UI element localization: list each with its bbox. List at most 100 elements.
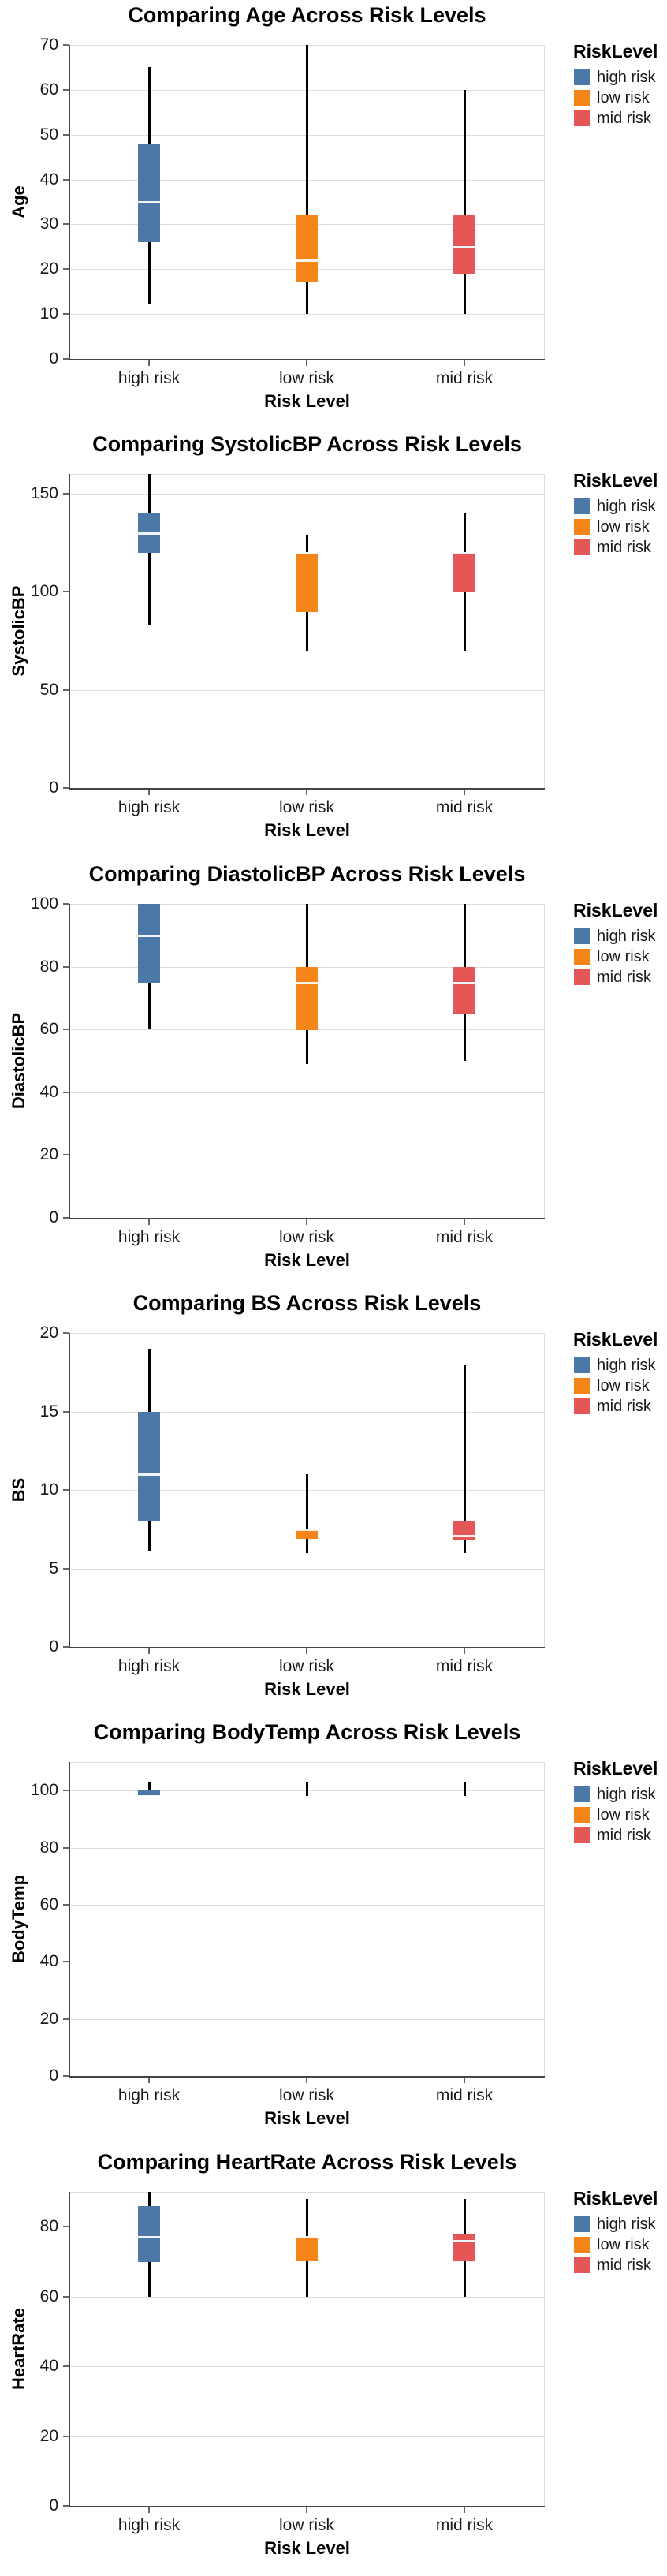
x-tick xyxy=(464,2507,465,2513)
box-high-risk xyxy=(138,1790,160,1796)
x-tick-label: high risk xyxy=(117,1657,181,1675)
median-mid-risk xyxy=(453,551,475,554)
y-axis-line xyxy=(69,904,70,1219)
x-axis-title: Risk Level xyxy=(264,2108,350,2128)
median-high-risk xyxy=(138,532,160,535)
legend-swatch-mid-risk xyxy=(574,1827,590,1843)
y-tick xyxy=(63,1411,69,1413)
y-tick xyxy=(63,689,69,691)
legend-swatch-low-risk xyxy=(574,519,590,535)
y-gridline xyxy=(71,1568,544,1570)
x-tick xyxy=(148,790,150,795)
x-tick-label: low risk xyxy=(278,798,334,816)
x-tick xyxy=(148,1648,150,1654)
median-low-risk xyxy=(296,259,318,262)
legend-swatch-high-risk xyxy=(574,498,590,514)
legend-swatch-high-risk xyxy=(574,69,590,85)
whisker-mid-risk xyxy=(464,1782,466,1796)
chart-title: Comparing SystolicBP Across Risk Levels xyxy=(92,432,522,456)
y-tick-label: 40 xyxy=(39,1952,58,1970)
y-tick-label: 20 xyxy=(39,2427,58,2445)
y-tick xyxy=(63,313,69,315)
y-gridline xyxy=(71,493,544,495)
y-tick xyxy=(63,1332,69,1334)
legend-label: mid risk xyxy=(597,1827,651,1844)
y-tick-label: 0 xyxy=(49,349,58,368)
y-tick-label: 150 xyxy=(30,484,58,502)
y-tick xyxy=(63,2365,69,2367)
y-tick xyxy=(63,1092,69,1093)
y-tick-label: 100 xyxy=(30,1781,58,1799)
x-axis-line xyxy=(69,1218,545,1219)
x-tick xyxy=(306,2507,307,2513)
legend-label: low risk xyxy=(597,89,650,106)
legend-label: high risk xyxy=(597,69,656,86)
median-high-risk xyxy=(138,1473,160,1476)
whisker-mid-risk xyxy=(464,1365,466,1553)
box-low-risk xyxy=(296,215,318,282)
legend-swatch-high-risk xyxy=(574,1786,590,1802)
y-tick xyxy=(63,787,69,789)
y-gridline xyxy=(71,1847,544,1849)
legend-title: RiskLevel xyxy=(573,2188,658,2208)
box-high-risk xyxy=(138,144,160,242)
x-tick xyxy=(464,1648,465,1654)
x-tick-label: mid risk xyxy=(435,798,494,816)
legend-swatch-mid-risk xyxy=(574,969,590,985)
legend-swatch-mid-risk xyxy=(574,1398,590,1414)
chart-systolicbp: Comparing SystolicBP Across Risk Levels 0… xyxy=(0,429,667,858)
y-axis-title: HeartRate xyxy=(9,2308,28,2390)
y-tick-label: 20 xyxy=(39,259,58,278)
x-tick-label: low risk xyxy=(278,369,334,387)
x-tick-label: low risk xyxy=(278,1228,334,1246)
y-tick xyxy=(63,1568,69,1570)
y-tick-label: 20 xyxy=(39,1323,58,1342)
legend-label: mid risk xyxy=(597,969,651,986)
chart-title: Comparing HeartRate Across Risk Levels xyxy=(97,2150,517,2174)
legend-label: low risk xyxy=(597,1806,650,1824)
y-tick xyxy=(63,903,69,905)
legend-label: low risk xyxy=(597,2236,650,2253)
x-tick xyxy=(464,790,465,795)
legend-label: mid risk xyxy=(597,1398,651,1415)
x-tick xyxy=(148,2507,150,2513)
y-axis-title: DiastolicBP xyxy=(9,1012,28,1110)
y-tick xyxy=(63,1154,69,1155)
y-gridline xyxy=(71,1332,544,1334)
y-tick xyxy=(63,493,69,495)
legend-title: RiskLevel xyxy=(573,1329,658,1350)
legend-label: high risk xyxy=(597,2216,656,2233)
y-tick-label: 15 xyxy=(39,1402,58,1421)
y-tick xyxy=(63,2018,69,2020)
x-tick xyxy=(464,2078,465,2083)
y-tick-label: 10 xyxy=(39,1480,58,1499)
y-tick xyxy=(63,89,69,91)
legend-swatch-mid-risk xyxy=(574,110,590,126)
y-gridline xyxy=(71,313,544,315)
x-tick xyxy=(306,790,307,795)
median-high-risk xyxy=(138,2235,160,2238)
legend-label: high risk xyxy=(597,1357,656,1374)
legend-label: low risk xyxy=(597,1377,650,1394)
y-tick-label: 80 xyxy=(39,958,58,976)
legend-swatch-low-risk xyxy=(574,2237,590,2253)
y-tick xyxy=(63,591,69,592)
y-tick-label: 50 xyxy=(39,681,58,699)
x-tick xyxy=(306,360,307,366)
y-axis-title: BodyTemp xyxy=(9,1874,28,1964)
y-tick xyxy=(63,134,69,136)
legend-swatch-high-risk xyxy=(574,2216,590,2232)
chart-title: Comparing Age Across Risk Levels xyxy=(128,3,486,27)
legend-title: RiskLevel xyxy=(573,41,658,62)
median-high-risk xyxy=(138,1794,160,1798)
y-tick xyxy=(63,2296,69,2298)
x-tick-label: mid risk xyxy=(435,1657,494,1675)
legend-swatch-low-risk xyxy=(574,90,590,106)
y-tick xyxy=(63,179,69,181)
y-axis-line xyxy=(69,45,70,360)
y-tick-label: 30 xyxy=(39,215,58,233)
chart-title: Comparing BS Across Risk Levels xyxy=(132,1291,482,1315)
box-mid-risk xyxy=(453,967,475,1014)
legend-label: mid risk xyxy=(597,2257,651,2274)
legend-title: RiskLevel xyxy=(573,470,658,491)
